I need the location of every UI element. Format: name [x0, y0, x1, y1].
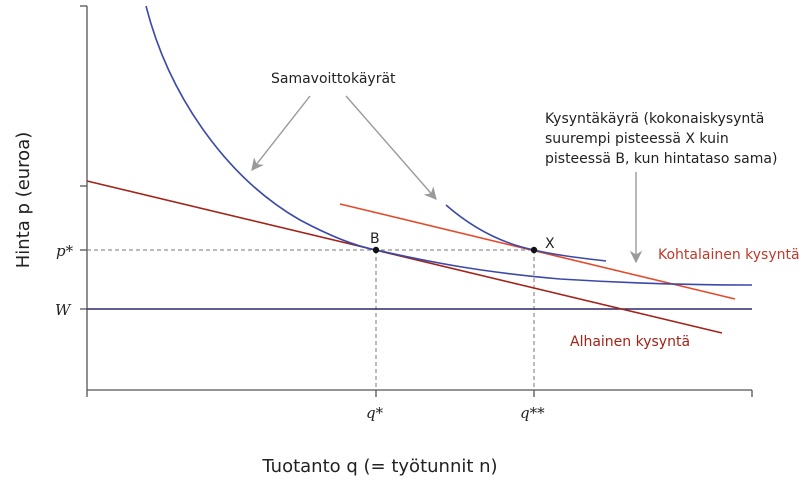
x-tick-q1-label: q*: [366, 404, 384, 422]
point-x-label: X: [545, 236, 555, 252]
isoprofit-label: Samavoittokäyrät: [271, 71, 396, 87]
moderate-demand-label: Kohtalainen kysyntä: [658, 247, 800, 263]
demand-note: Kysyntäkäyrä (kokonaiskysyntä suurempi p…: [545, 111, 777, 167]
y-tick-w-label: W: [55, 301, 72, 319]
low-demand-label: Alhainen kysyntä: [570, 334, 690, 350]
x-axis-title: Tuotanto q (= työtunnit n): [261, 456, 497, 477]
low-demand-curve: [86, 180, 723, 334]
isoprofit-curve-x: [445, 204, 607, 262]
point-x-marker: [530, 246, 538, 254]
isoprofit-arrow-left: [251, 95, 311, 171]
point-b-label: B: [370, 231, 380, 247]
demand-note-line-1: Kysyntäkäyrä (kokonaiskysyntä: [545, 111, 764, 127]
y-tick-pstar-label: p*: [56, 242, 74, 260]
isoprofit-arrow-right: [345, 95, 437, 200]
demand-note-line-2: suurempi pisteessä X kuin: [545, 131, 729, 147]
demand-note-line-3: pisteessä B, kun hintataso sama): [545, 151, 777, 167]
y-axis-title: Hinta p (euroa): [13, 132, 34, 268]
point-b-marker: [372, 246, 380, 254]
x-tick-q2-label: q**: [520, 404, 545, 422]
